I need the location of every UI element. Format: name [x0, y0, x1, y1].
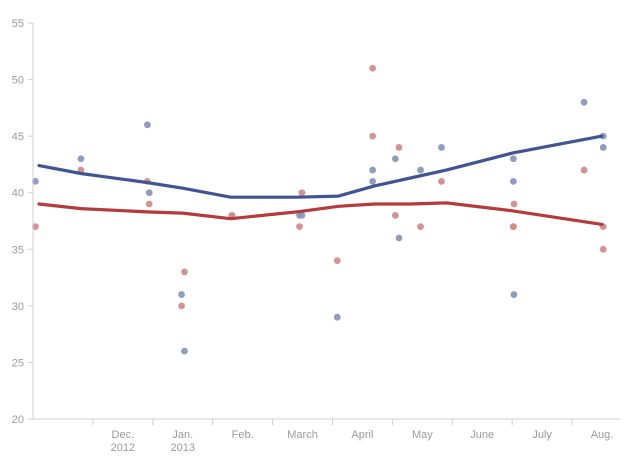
- series-2-point: [333, 257, 341, 264]
- series-1-point: [178, 291, 185, 298]
- series-2-point: [181, 268, 188, 276]
- series-1-trend-line: [37, 134, 604, 199]
- x-tick-label-line: July: [532, 429, 552, 441]
- x-tick-label: Jan. 2013: [171, 429, 195, 454]
- series-2-point: [395, 144, 403, 151]
- series-1-point: [369, 166, 377, 174]
- series-1-point: [580, 98, 588, 106]
- x-tick-label: April: [351, 429, 373, 441]
- x-tick-label-line: Jan.: [172, 429, 193, 441]
- series-1-point: [181, 347, 188, 355]
- x-tick-label-line: March: [287, 429, 318, 441]
- x-tick-label: May: [412, 429, 433, 441]
- series-1-point: [144, 121, 151, 129]
- x-tick-label-line: June: [470, 429, 494, 441]
- y-tick-label: 20: [12, 414, 24, 426]
- series-1-point: [510, 291, 518, 298]
- series-2-point: [509, 223, 517, 231]
- x-tick-label: March: [287, 429, 318, 441]
- series-2-point: [296, 223, 303, 231]
- series-2-point: [178, 302, 185, 310]
- series-1-point: [369, 178, 377, 185]
- series-2-point: [369, 132, 377, 140]
- y-tick-label: 25: [12, 357, 24, 369]
- y-tick-label: 35: [12, 244, 24, 256]
- y-tick-label: 45: [12, 131, 24, 143]
- series-1-point: [509, 155, 517, 163]
- series-2-point: [391, 211, 399, 219]
- series-1-point: [509, 178, 517, 185]
- series-2-point: [369, 64, 377, 72]
- x-tick-label-line: 2013: [171, 442, 195, 454]
- series-1-point: [438, 144, 445, 151]
- x-tick-label-line: Dec.: [112, 429, 135, 441]
- series-1-point: [391, 155, 399, 163]
- x-tick-label-line: Feb.: [232, 429, 254, 441]
- x-tick-label-line: 2012: [111, 442, 135, 454]
- series-2-point: [580, 166, 588, 174]
- series-2-point: [599, 245, 607, 253]
- x-tick-label-line: Aug.: [591, 429, 614, 441]
- x-tick-label: Feb.: [232, 429, 254, 441]
- series-2-point: [510, 200, 518, 208]
- x-tick-label: Aug.: [591, 429, 614, 441]
- series-1-point: [298, 211, 306, 219]
- series-1-point: [31, 178, 39, 185]
- series-2-point: [417, 223, 424, 231]
- y-tick-label: 30: [12, 301, 24, 313]
- series-2-trend-line: [37, 201, 604, 226]
- x-tick-label-line: May: [412, 429, 433, 441]
- series-1-point: [599, 144, 607, 151]
- axes-layer: 20 25 30 35 40 45 50 55 Dec. 2012 Jan. 2013 Feb. Marc…: [12, 18, 620, 454]
- y-tick-label: 55: [12, 18, 24, 30]
- x-tick-label: June: [470, 429, 494, 441]
- series-1-point: [395, 234, 403, 242]
- series-2-point: [438, 178, 445, 185]
- series-1-point: [417, 166, 424, 174]
- y-tick-label: 50: [12, 75, 24, 87]
- x-tick-label: Dec. 2012: [111, 429, 135, 454]
- x-tick-label: July: [532, 429, 552, 441]
- x-tick-label-line: April: [351, 429, 373, 441]
- series-2-point: [31, 223, 39, 231]
- series-1-point: [77, 155, 85, 163]
- series-1-point: [145, 189, 153, 197]
- series-1-point: [333, 313, 341, 321]
- series-2-point: [298, 189, 306, 197]
- trend-lines-layer: [37, 134, 604, 226]
- y-tick-label: 40: [12, 188, 24, 200]
- series-2-point: [145, 200, 153, 208]
